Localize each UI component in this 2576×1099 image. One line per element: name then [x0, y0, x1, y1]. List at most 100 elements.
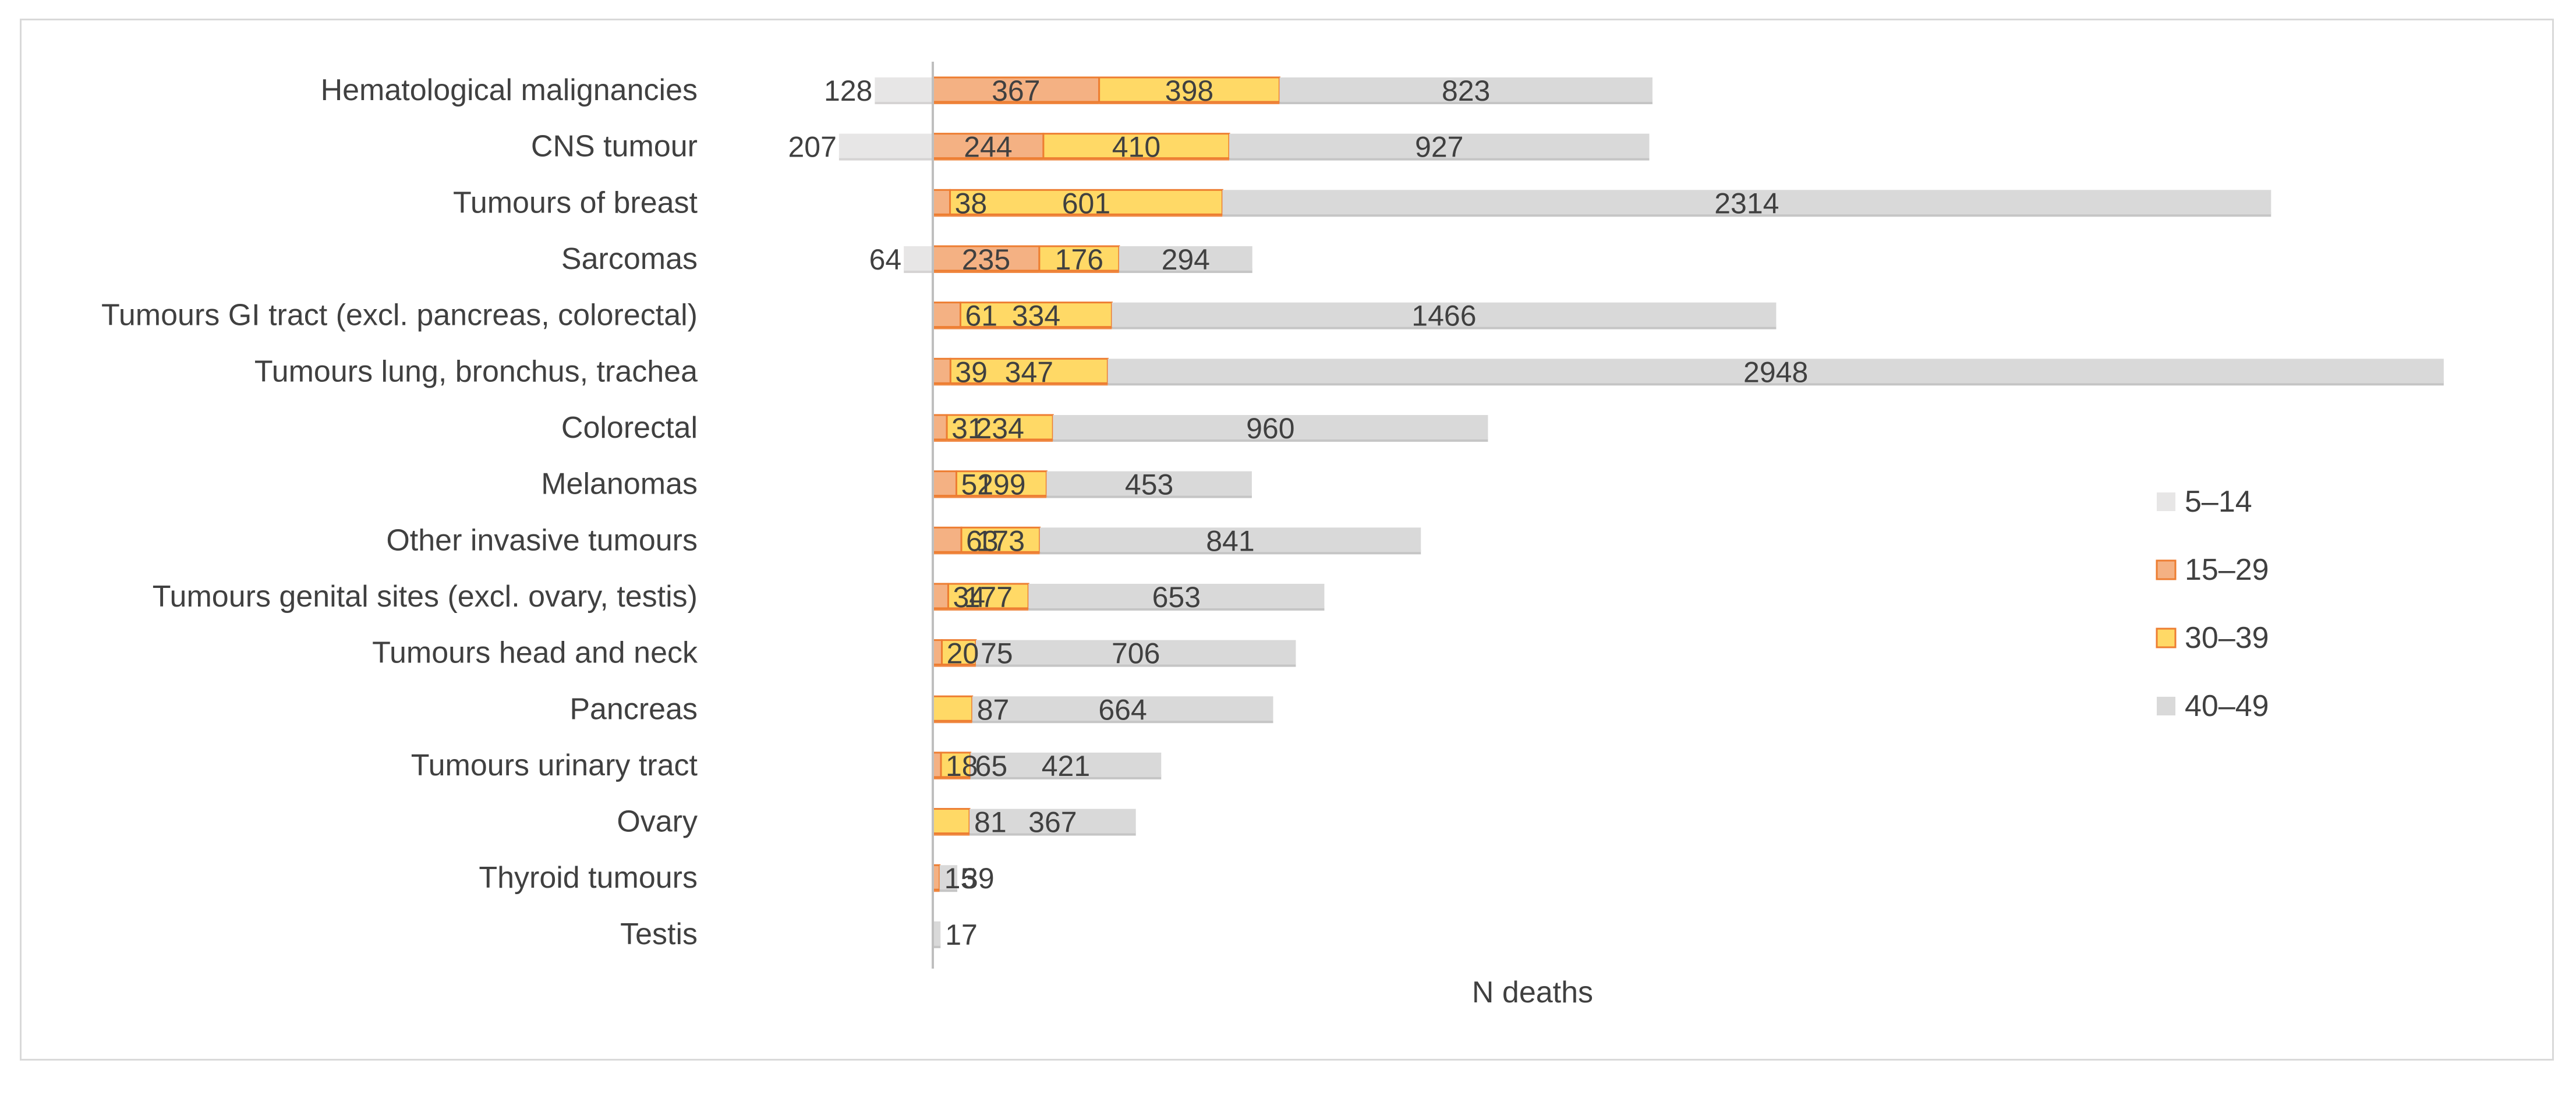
bar-segment: [1046, 471, 1252, 496]
legend-label: 40–49: [2185, 689, 2269, 723]
bar-segment: [932, 302, 961, 328]
data-label: 15: [944, 862, 977, 895]
bar-segment: [1112, 302, 1777, 327]
category-label: Melanomas: [541, 467, 698, 501]
bar-segment: [940, 751, 972, 778]
data-label: 367: [992, 75, 1040, 107]
category-label: Tumours GI tract (excl. pancreas, colore…: [101, 299, 698, 332]
bar-segment: [904, 246, 933, 271]
x-axis-title: N deaths: [1472, 976, 1593, 1009]
data-label: 294: [1162, 243, 1210, 276]
category-label: Sarcomas: [561, 242, 698, 276]
bar-segment: [932, 189, 951, 215]
legend-label: 5–14: [2185, 485, 2252, 519]
data-label: 39: [955, 356, 988, 388]
bar-segment: [1222, 190, 2271, 215]
data-label: 823: [1442, 75, 1490, 107]
category-label: Colorectal: [561, 411, 698, 445]
labels-layer: Hematological malignancies 128 367 398 823 CN…: [101, 73, 1808, 951]
category-label: Pancreas: [569, 692, 698, 726]
legend-swatch: [2157, 697, 2175, 715]
legend-swatch: [2156, 628, 2177, 648]
data-label: 235: [962, 243, 1010, 276]
bar-segment: [1042, 133, 1230, 159]
bar-segment: [933, 921, 941, 946]
data-label: 244: [964, 131, 1012, 164]
data-label: 410: [1112, 131, 1160, 164]
data-label: 39: [962, 862, 995, 895]
bar-segment: [1039, 527, 1421, 552]
category-label: Tumours lung, bronchus, trachea: [254, 354, 698, 388]
bar-segment: [946, 414, 1054, 441]
bar-segment: [1038, 245, 1120, 272]
bar-segment: [960, 526, 1041, 553]
bar-segment: [969, 809, 1136, 834]
bar-segment: [959, 302, 1113, 328]
data-label: 398: [1165, 75, 1213, 107]
data-label: 199: [977, 469, 1025, 501]
category-label: Tumours of breast: [453, 186, 698, 219]
category-label: Ovary: [617, 805, 698, 839]
bar-segment: [1279, 77, 1653, 102]
data-label: 421: [1042, 750, 1090, 782]
data-label: 20: [947, 637, 979, 670]
data-label: 664: [1098, 693, 1147, 726]
category-label: Hematological malignancies: [321, 73, 698, 107]
bar-segment: [1098, 76, 1280, 103]
bars-layer: [838, 76, 2444, 948]
category-label: Testis: [620, 917, 698, 951]
category-label: Thyroid tumours: [479, 861, 698, 895]
legend-label: 15–29: [2185, 553, 2269, 587]
legend-label: 30–39: [2185, 621, 2269, 655]
bar-segment: [932, 808, 971, 835]
bar-segment: [932, 639, 943, 666]
bar-segment: [1107, 359, 2444, 384]
legend-swatch: [2157, 492, 2175, 511]
bar-segment: [932, 751, 942, 778]
data-label: 367: [1028, 806, 1077, 839]
legend: 5–14 15–29 30–39 40–49: [2156, 485, 2269, 723]
bar-segment: [932, 526, 963, 553]
category-label: Tumours urinary tract: [411, 749, 698, 782]
bar-segment: [1053, 414, 1488, 439]
data-label: 841: [1206, 524, 1254, 557]
data-label: 653: [1152, 581, 1201, 614]
data-label: 1466: [1411, 300, 1476, 332]
bar-segment: [932, 695, 974, 722]
data-label: 207: [788, 131, 836, 164]
data-label: 347: [1005, 356, 1053, 388]
bar-segment: [1028, 583, 1325, 608]
data-label: 453: [1125, 469, 1173, 501]
bar-segment: [932, 414, 948, 441]
legend-swatch: [2156, 559, 2177, 580]
data-label: 173: [976, 524, 1025, 557]
data-label: 65: [975, 750, 1008, 782]
bar-segment: [932, 133, 1045, 159]
data-label: 17: [945, 919, 978, 951]
bar-segment: [941, 639, 977, 666]
data-label: 38: [955, 187, 988, 219]
data-label: 81: [974, 806, 1007, 839]
bar-segment: [947, 583, 1029, 609]
data-label: 177: [964, 581, 1013, 614]
bar-segment: [975, 640, 1296, 665]
bar-segment: [932, 583, 949, 609]
data-label: 2314: [1714, 187, 1779, 219]
data-label: 34: [953, 581, 985, 614]
bar-segment: [972, 696, 1273, 721]
data-label: 87: [977, 693, 1010, 726]
data-label: 128: [824, 75, 872, 107]
data-label: 52: [961, 469, 993, 501]
bar-segment: [838, 133, 933, 158]
data-label: 75: [981, 637, 1013, 670]
data-label: 2948: [1743, 356, 1808, 388]
bar-segment: [949, 357, 1109, 384]
bar-segment: [939, 865, 958, 890]
data-label: 601: [1062, 187, 1110, 219]
data-label: 61: [965, 300, 997, 332]
bar-segment: [875, 77, 933, 102]
category-label: Tumours genital sites (excl. ovary, test…: [153, 580, 698, 614]
data-label: 960: [1246, 412, 1294, 445]
data-label: 31: [951, 412, 984, 445]
